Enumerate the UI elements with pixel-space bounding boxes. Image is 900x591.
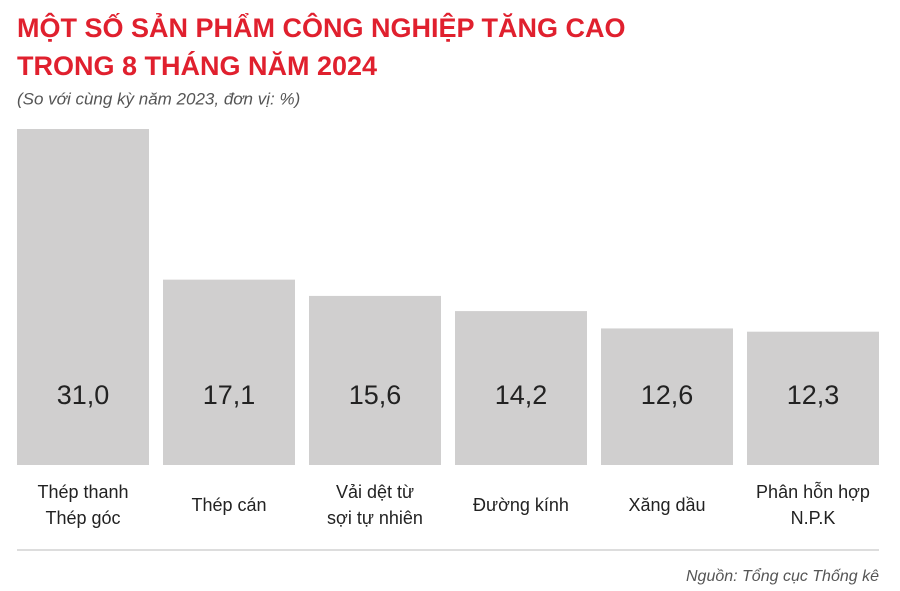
category-label: Thép cán	[191, 495, 266, 515]
value-label: 31,0	[57, 380, 110, 410]
value-label: 17,1	[203, 380, 256, 410]
bar	[309, 295, 441, 465]
category-label: Thép góc	[45, 508, 120, 528]
category-label: N.P.K	[791, 508, 836, 528]
bar	[747, 331, 879, 465]
source: Nguồn: Tổng cục Thống kê	[686, 567, 879, 585]
bar	[601, 328, 733, 465]
category-label: Đường kính	[473, 495, 569, 515]
category-label: sợi tự nhiên	[327, 508, 423, 528]
bar	[455, 311, 587, 465]
bar	[163, 279, 295, 465]
bar	[17, 129, 149, 465]
value-label: 12,3	[787, 380, 840, 410]
value-label: 14,2	[495, 380, 548, 410]
chart-title: TRONG 8 THÁNG NĂM 2024	[17, 50, 377, 81]
chart-subtitle: (So với cùng kỳ năm 2023, đơn vị: %)	[17, 89, 300, 108]
category-label: Vải dệt từ	[336, 482, 414, 502]
value-label: 15,6	[349, 380, 402, 410]
category-label: Thép thanh	[37, 482, 128, 502]
value-label: 12,6	[641, 380, 694, 410]
chart-title: MỘT SỐ SẢN PHẨM CÔNG NGHIỆP TĂNG CAO	[17, 11, 626, 43]
category-label: Xăng dầu	[628, 495, 705, 515]
category-label: Phân hỗn hợp	[756, 481, 870, 502]
